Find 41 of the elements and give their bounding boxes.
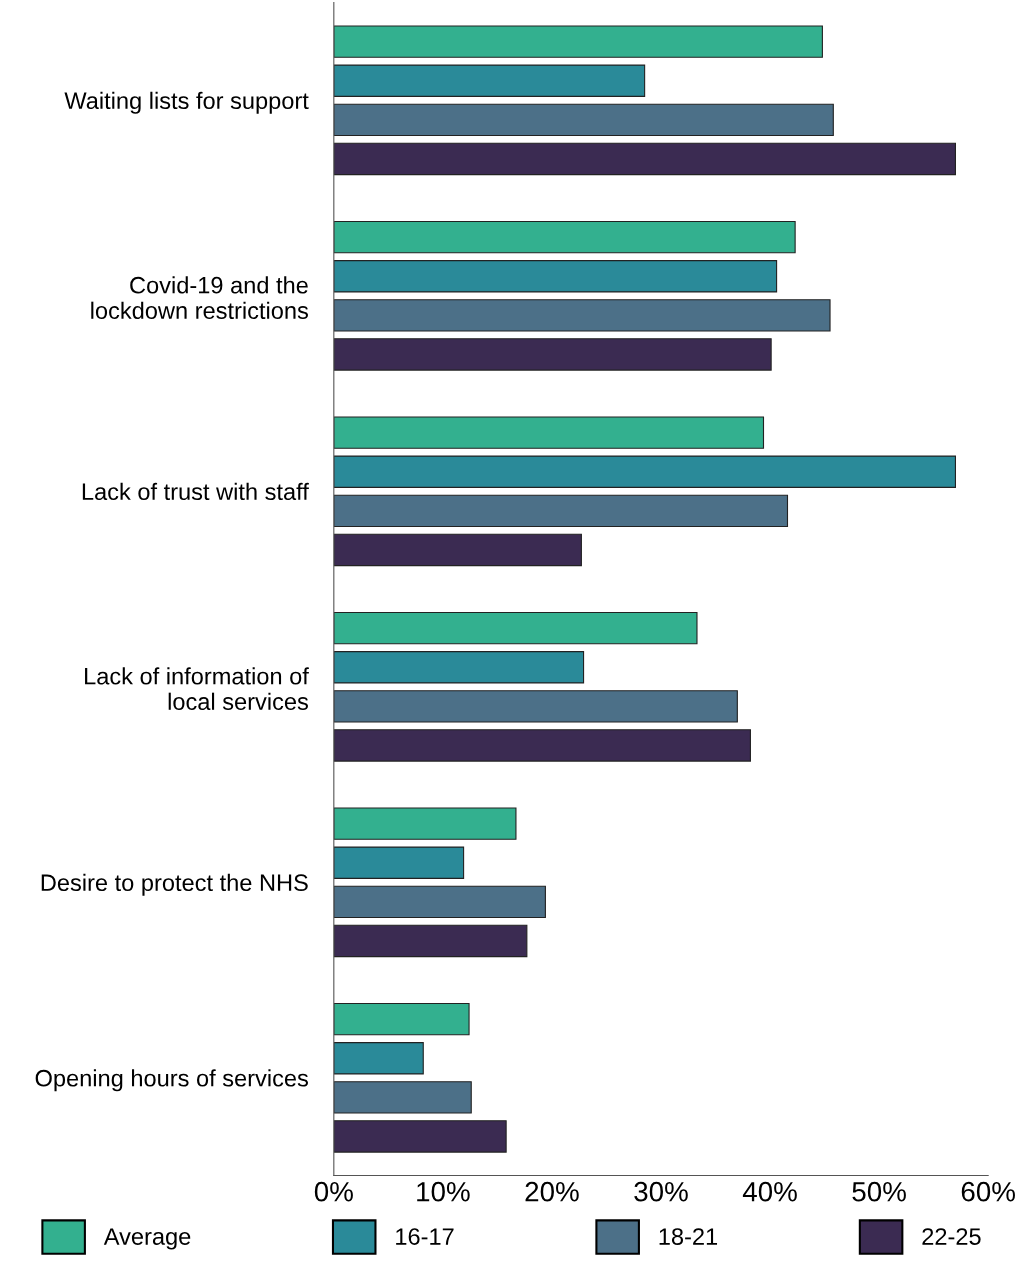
- bar: [333, 299, 831, 332]
- y-tick-label: Lack of trust with staff: [82, 482, 309, 501]
- x-tick-label: 50%: [852, 1181, 906, 1202]
- bar: [333, 807, 517, 840]
- legend-label: 16-17: [396, 1228, 454, 1245]
- bar: [333, 1081, 472, 1114]
- bar: [333, 611, 698, 645]
- y-tick-label: Desire to protect the NHS: [41, 873, 308, 896]
- x-tick-label: 40%: [742, 1181, 797, 1202]
- y-tick-label: Lack of information of local services: [85, 667, 309, 711]
- bar: [333, 885, 546, 919]
- legend-label: 18-21: [659, 1228, 718, 1245]
- bar: [333, 729, 751, 762]
- x-tick-label: 30%: [634, 1181, 688, 1202]
- bar: [333, 103, 834, 137]
- bar: [333, 1002, 470, 1036]
- bar: [333, 25, 823, 58]
- x-tick-label: 60%: [961, 1181, 1015, 1202]
- bar: [333, 416, 765, 449]
- bar: [333, 455, 956, 488]
- x-tick-label: 20%: [525, 1181, 579, 1202]
- bar: [333, 494, 789, 528]
- legend-label: 22-25: [922, 1228, 981, 1245]
- bar: [333, 846, 465, 879]
- x-tick-label: 10%: [417, 1181, 470, 1202]
- bar: [333, 651, 585, 684]
- bar: [333, 260, 778, 293]
- y-tick-label: Opening hours of services: [35, 1069, 308, 1092]
- y-tick-label: Waiting lists for support: [64, 91, 309, 114]
- legend-label: Average: [103, 1228, 191, 1250]
- x-tick-label: 0%: [314, 1181, 353, 1202]
- bar: [333, 690, 738, 723]
- bar: [333, 1042, 424, 1075]
- bar: [333, 924, 528, 958]
- bar: [333, 1120, 507, 1153]
- bar: [333, 533, 582, 567]
- bar: [333, 142, 956, 176]
- bar: [333, 338, 772, 371]
- y-tick-label: Covid-19 and the lockdown restrictions: [91, 276, 308, 320]
- bar: [333, 220, 796, 254]
- bar: [333, 64, 646, 97]
